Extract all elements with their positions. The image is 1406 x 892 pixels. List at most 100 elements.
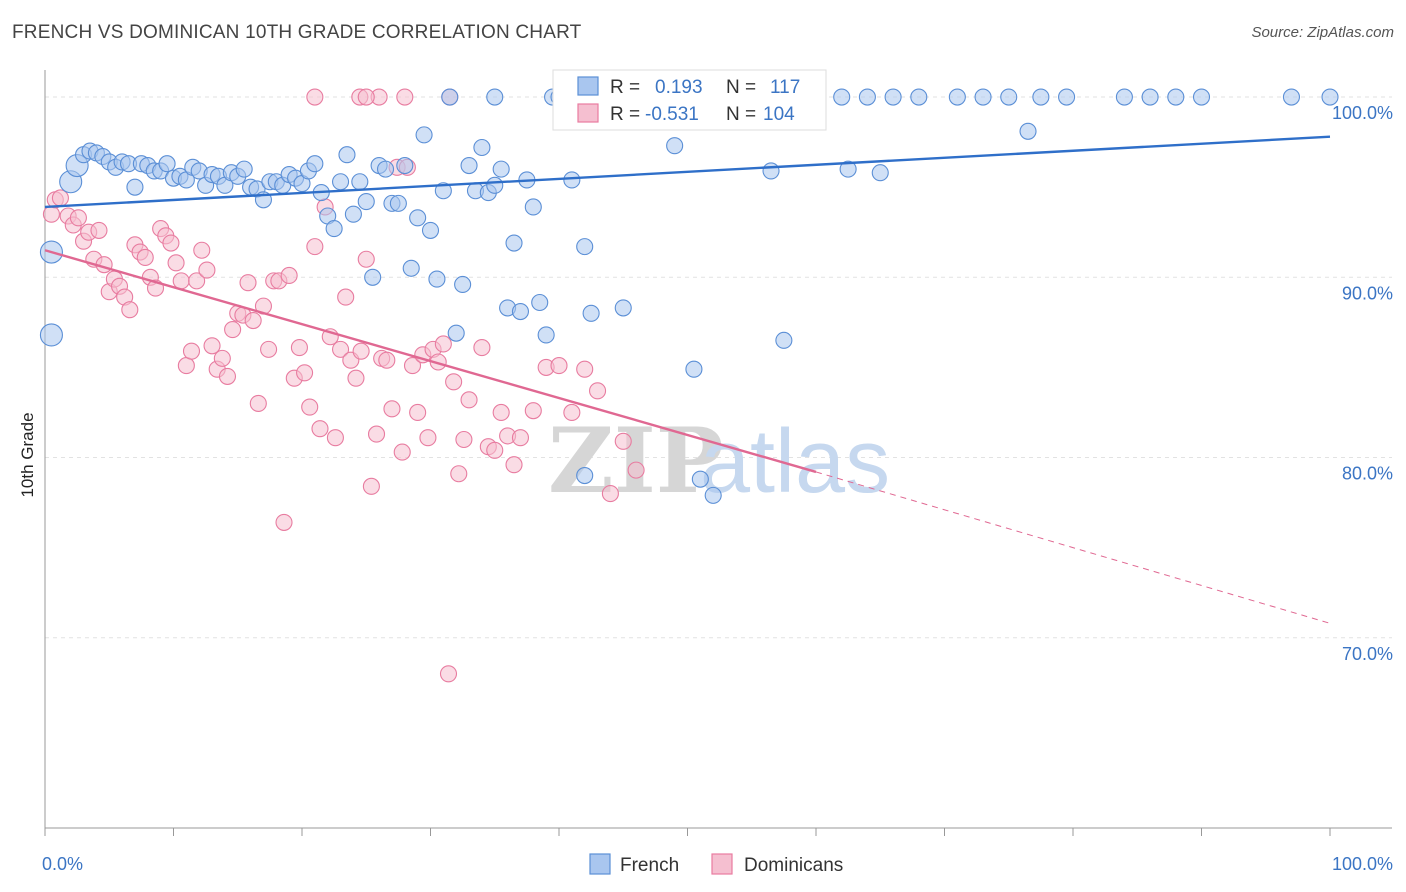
- french-point: [486, 176, 504, 194]
- french-point: [576, 466, 594, 485]
- dominican-point: [505, 456, 523, 474]
- french-point: [454, 275, 472, 294]
- french-point: [486, 88, 504, 106]
- french-point: [1167, 88, 1185, 106]
- french-point: [1141, 88, 1159, 106]
- dominican-point: [275, 513, 293, 531]
- dominican-point: [326, 429, 344, 447]
- dominican-point: [337, 288, 355, 306]
- french-point: [775, 331, 793, 349]
- french-point: [421, 221, 440, 239]
- watermark: ZIP atlas: [548, 408, 890, 514]
- legend-dominican-label[interactable]: Dominicans: [744, 855, 843, 876]
- french-point: [428, 270, 446, 288]
- dominican-point: [42, 205, 60, 223]
- french-point: [447, 324, 465, 342]
- dominican-point: [396, 88, 414, 106]
- french-r-label: R =: [610, 77, 640, 98]
- dominican-n-label: N =: [726, 104, 756, 125]
- dominican-point: [460, 391, 478, 409]
- dominican-point: [450, 465, 468, 483]
- french-n-label: N =: [726, 77, 756, 98]
- french-point: [1032, 88, 1050, 106]
- french-point: [331, 173, 350, 191]
- french-point: [1058, 88, 1076, 106]
- french-point: [1192, 88, 1211, 106]
- dominican-point: [306, 88, 324, 106]
- dominican-point: [290, 339, 308, 357]
- axes: [44, 70, 1392, 836]
- dominican-n-value: 104: [763, 104, 795, 125]
- dominican-point: [239, 274, 257, 292]
- x-tick-labels: 0.0% 100.0%: [42, 854, 1393, 874]
- french-point: [704, 486, 722, 504]
- dominican-point: [492, 403, 510, 422]
- french-point: [1282, 88, 1300, 106]
- watermark-atlas: atlas: [700, 412, 890, 512]
- dominican-point: [357, 88, 375, 106]
- french-point: [473, 138, 491, 157]
- french-point: [325, 220, 343, 238]
- french-point: [434, 182, 452, 200]
- french-point: [351, 173, 369, 191]
- y-tick-label: 70.0%: [1342, 644, 1393, 664]
- dominican-stats-swatch: [577, 103, 599, 123]
- dominican-point: [419, 429, 437, 447]
- dominican-point: [203, 337, 221, 355]
- legend-french-label[interactable]: French: [620, 855, 679, 876]
- grid-lines: [45, 96, 1392, 639]
- dominican-point: [614, 432, 632, 450]
- french-point: [614, 299, 632, 317]
- legend-french-swatch[interactable]: [589, 853, 611, 875]
- x-tick-label: 0.0%: [42, 854, 83, 874]
- dominican-point: [121, 301, 139, 319]
- dominican-point: [136, 248, 154, 267]
- y-tick-label: 100.0%: [1332, 103, 1393, 123]
- french-point: [344, 205, 362, 223]
- legend-dominican-swatch[interactable]: [711, 853, 733, 875]
- french-point: [396, 156, 414, 175]
- french-point: [1321, 88, 1339, 106]
- dominican-point: [434, 335, 452, 353]
- dominican-point: [311, 420, 329, 438]
- french-point: [524, 198, 542, 216]
- french-point: [858, 88, 876, 106]
- french-n-value: 117: [770, 77, 800, 98]
- french-point: [1000, 88, 1018, 106]
- dominican-point: [445, 373, 463, 391]
- dominican-point: [357, 250, 375, 268]
- dominican-point: [249, 394, 267, 412]
- french-point: [666, 137, 684, 155]
- dominican-point: [177, 357, 195, 375]
- dominican-point: [182, 342, 201, 360]
- dominican-point: [51, 189, 69, 207]
- dominican-point: [347, 369, 365, 387]
- dominican-trend-line: [44, 249, 817, 474]
- french-point: [39, 323, 63, 347]
- x-tick-label: 100.0%: [1332, 854, 1393, 874]
- french-point: [235, 160, 253, 178]
- french-point: [415, 126, 433, 144]
- y-tick-label: 80.0%: [1342, 464, 1393, 484]
- french-point: [833, 88, 851, 106]
- french-point: [948, 88, 966, 106]
- dominican-point: [218, 367, 237, 385]
- dominican-point: [90, 221, 108, 239]
- french-stats-swatch: [577, 76, 599, 96]
- dominican-point: [455, 430, 473, 449]
- french-trend-line: [44, 135, 1331, 209]
- french-point: [576, 238, 594, 256]
- dominican-point: [439, 665, 458, 683]
- dominican-point: [473, 339, 491, 357]
- dominican-point: [352, 342, 370, 360]
- dominican-point: [167, 254, 185, 272]
- french-point: [1019, 122, 1037, 140]
- dominican-point: [383, 400, 401, 418]
- dominican-point: [378, 351, 396, 369]
- french-point: [839, 160, 857, 178]
- dominican-point: [367, 425, 386, 443]
- dominican-point: [393, 443, 411, 461]
- french-point: [531, 293, 549, 312]
- trend-lines: [44, 135, 1331, 624]
